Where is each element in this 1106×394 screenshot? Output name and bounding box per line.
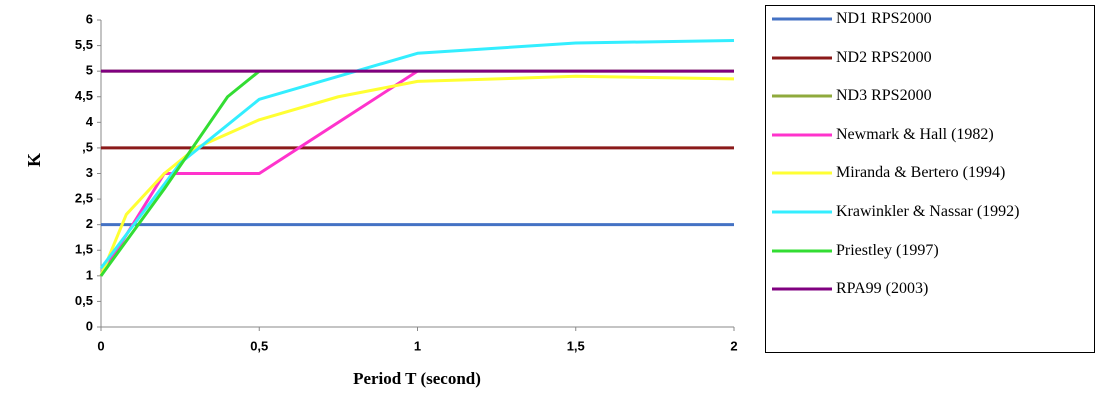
y-tick-label: 2,5 — [75, 191, 93, 206]
y-tick-label: 5 — [86, 63, 93, 78]
legend-swatch — [772, 17, 832, 21]
legend-swatch — [772, 94, 832, 98]
x-tick-label: 0,5 — [250, 338, 268, 353]
legend: ND1 RPS2000 ND2 RPS2000 ND3 RPS2000 Newmark… — [765, 5, 1095, 353]
legend-swatch — [772, 210, 832, 214]
legend-entry: ND3 RPS2000 — [772, 86, 1092, 106]
legend-swatch — [772, 133, 832, 137]
legend-swatch — [772, 249, 832, 253]
legend-swatch — [772, 287, 832, 291]
legend-label: ND3 RPS2000 — [836, 87, 932, 105]
legend-entry: ND1 RPS2000 — [772, 9, 1092, 29]
legend-entry: Newmark & Hall (1982) — [772, 125, 1092, 145]
legend-swatch — [772, 56, 832, 60]
y-tick-label: 5,5 — [75, 37, 93, 52]
x-tick-label: 2 — [730, 338, 737, 353]
legend-label: ND1 RPS2000 — [836, 10, 932, 27]
legend-label: ND2 RPS2000 — [836, 48, 932, 66]
legend-entry: RPA99 (2003) — [772, 279, 1092, 299]
y-tick-label: 2 — [86, 216, 93, 231]
legend-label: Newmark & Hall (1982) — [836, 125, 994, 143]
legend-label: Priestley (1997) — [836, 241, 939, 259]
y-tick-label: 3 — [86, 165, 93, 180]
legend-entry: ND2 RPS2000 — [772, 48, 1092, 68]
legend-label: Krawinkler & Nassar (1992) — [836, 203, 1020, 220]
legend-label: RPA99 (2003) — [836, 280, 929, 298]
series-line — [99, 74, 735, 277]
chart: Period T (second) K 0 0,5 1 1,5 2 2,5 3 ,5 4 4,5 5… — [24, 11, 737, 388]
x-tick-label: 0 — [97, 338, 104, 353]
legend-entry: Krawinkler & Nassar (1992) — [772, 202, 1092, 222]
x-axis-label: Period T (second) — [353, 369, 481, 388]
series-line — [99, 69, 419, 277]
legend-entry: Miranda & Bertero (1994) — [772, 163, 1092, 183]
y-tick-label: 4 — [86, 114, 94, 129]
legend-entry: Priestley (1997) — [772, 241, 1092, 261]
y-tick-label: 1 — [86, 267, 93, 282]
y-tick-label: 1,5 — [75, 242, 93, 257]
series-line — [99, 70, 261, 277]
legend-swatch — [772, 171, 832, 175]
y-tick-label: 4,5 — [75, 88, 93, 103]
x-tick-label: 1 — [414, 338, 421, 353]
series-line — [99, 38, 735, 270]
legend-label: Miranda & Bertero (1994) — [836, 164, 1006, 182]
y-tick-label: 0,5 — [75, 293, 93, 308]
y-axis-label: K — [24, 153, 44, 167]
y-tick-label: 0 — [86, 318, 93, 333]
y-tick-label: 6 — [86, 11, 93, 26]
x-tick-label: 1,5 — [567, 338, 585, 353]
y-tick-label: ,5 — [82, 139, 93, 154]
